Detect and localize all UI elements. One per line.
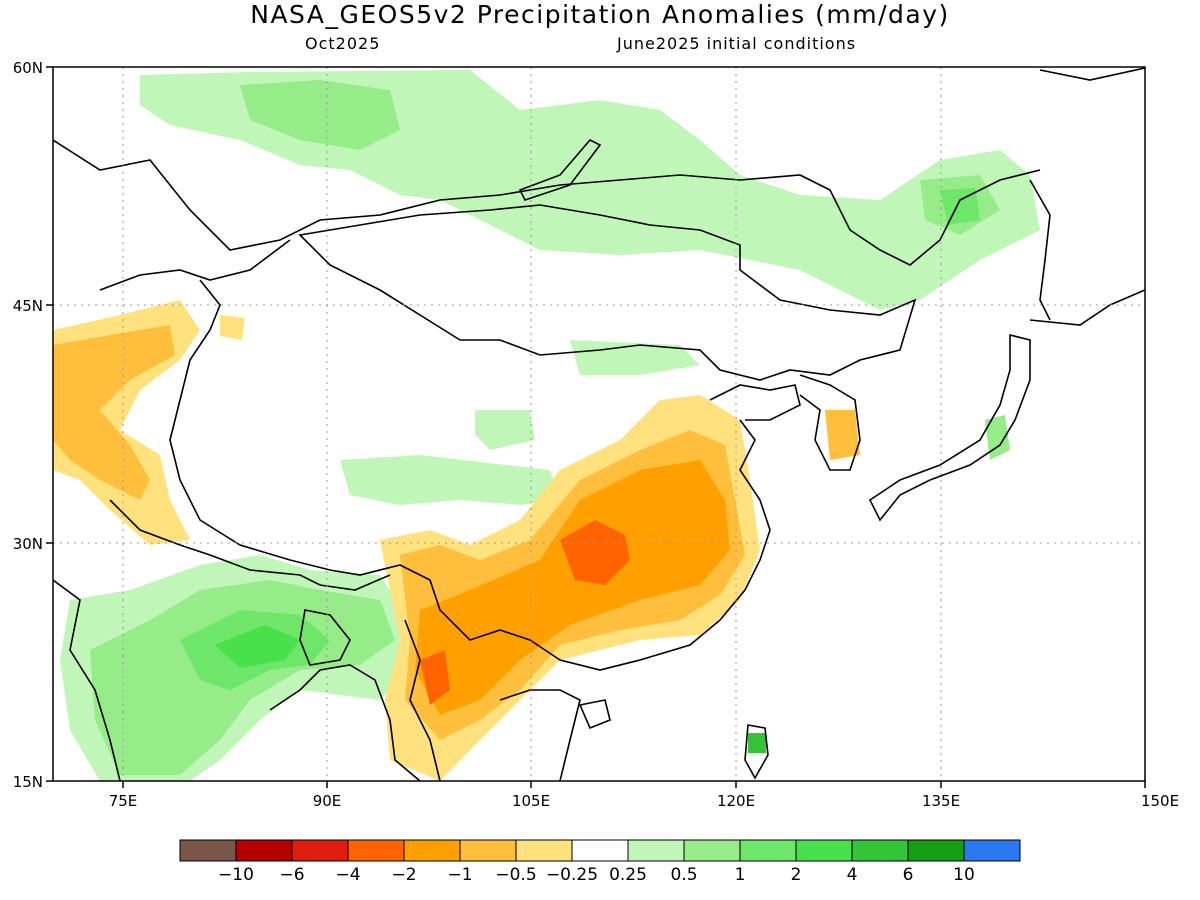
baikal-lake — [518, 139, 602, 201]
colorbar-swatch — [515, 839, 573, 862]
hainan-coast — [578, 699, 611, 730]
colorbar-swatch — [459, 839, 517, 862]
sakhalin-coast — [1029, 179, 1051, 321]
colorbar-swatch — [403, 839, 461, 862]
colorbar-label: −0.25 — [546, 865, 598, 885]
china-west-border — [169, 279, 641, 671]
anomaly-north-wet-4 — [940, 188, 980, 225]
colorbar-label: 10 — [953, 865, 975, 885]
russia-border-north — [53, 139, 1041, 266]
lon-label-120e: 120E — [717, 792, 755, 810]
colorbar-label: −6 — [279, 865, 304, 885]
japan-coast — [868, 333, 1031, 522]
colorbar-label: −10 — [218, 865, 254, 885]
colorbar-label: 0.25 — [609, 865, 647, 885]
bangladesh-border — [299, 609, 351, 666]
myanmar-border — [404, 619, 441, 781]
colorbar-label: 2 — [791, 865, 802, 885]
colorbar-label: 1 — [735, 865, 746, 885]
colorbar-label: 6 — [903, 865, 914, 885]
tick-marks — [46, 66, 1146, 788]
colorbar-swatch — [179, 839, 237, 862]
anomaly-india-wet-4 — [215, 625, 300, 668]
anomaly-taiwan-wet — [748, 733, 766, 753]
lat-label-30n: 30N — [13, 535, 43, 553]
colorbar-swatch — [235, 839, 293, 862]
anomaly-qinghai-wet — [475, 410, 535, 450]
lat-label-45n: 45N — [13, 297, 43, 315]
lon-label-105e: 105E — [512, 792, 550, 810]
anomaly-japan-wet — [985, 415, 1010, 460]
hokkaido-coast — [1029, 289, 1145, 326]
colorbar-label: 4 — [847, 865, 858, 885]
lon-label-135e: 135E — [922, 792, 960, 810]
anomaly-fields — [53, 70, 1040, 781]
gridlines — [53, 67, 1145, 781]
coastlines — [53, 67, 1145, 781]
anomaly-tibet-wet — [340, 455, 560, 505]
lat-label-15n: 15N — [13, 773, 43, 791]
forecast-month: Oct2025 — [305, 34, 381, 53]
kamchatka-coast — [1039, 67, 1145, 81]
taiwan-coast — [744, 724, 769, 780]
colorbar-label: −2 — [391, 865, 416, 885]
lon-label-75e: 75E — [109, 792, 138, 810]
anomaly-mongolia-wet — [570, 340, 700, 375]
anomaly-north-wet-2 — [240, 80, 400, 150]
colorbar-swatch — [291, 839, 349, 862]
china-northern-border — [298, 204, 917, 381]
colorbar-swatch — [683, 839, 741, 862]
lon-label-150e: 150E — [1141, 792, 1179, 810]
anomaly-central-china-dry-strong — [560, 520, 630, 585]
colorbar-label: 0.5 — [670, 865, 697, 885]
lat-label-60n: 60N — [13, 59, 43, 77]
anomaly-myanmar-dry-strong — [420, 650, 450, 705]
colorbar-swatch — [571, 839, 629, 862]
anomaly-central-asia-dry — [220, 315, 245, 340]
colorbar-swatch — [347, 839, 405, 862]
map-title: NASA_GEOS5v2 Precipitation Anomalies (mm… — [250, 0, 950, 29]
colorbar-label: −0.5 — [495, 865, 536, 885]
colorbar-swatch — [907, 839, 965, 862]
latitude-labels: 60N 45N 30N 15N — [13, 59, 43, 791]
himalaya-border — [109, 499, 391, 591]
anomaly-korea-dry — [825, 410, 860, 460]
kazakhstan-border — [99, 239, 291, 291]
lon-label-90e: 90E — [313, 792, 342, 810]
colorbar-swatch — [963, 839, 1021, 862]
initial-conditions: June2025 initial conditions — [617, 34, 857, 53]
colorbar-label: −1 — [447, 865, 472, 885]
indochina-coast — [499, 689, 581, 781]
bohai-coast — [709, 384, 801, 421]
colorbar-swatch — [795, 839, 853, 862]
india-coast — [53, 579, 121, 781]
colorbar-swatch — [627, 839, 685, 862]
colorbar-swatch — [851, 839, 909, 862]
bay-of-bengal-coast — [269, 664, 421, 781]
longitude-labels: 75E 90E 105E 120E 135E 150E — [109, 792, 1179, 810]
korea-coast — [799, 374, 861, 471]
colorbar-label: −4 — [335, 865, 360, 885]
map-frame — [52, 66, 1146, 782]
anomaly-south-china-dry-moderate — [415, 460, 730, 715]
china-east-coast — [639, 419, 771, 661]
colorbar-swatch — [739, 839, 797, 862]
colorbar: −10 −6 −4 −2 −1 −0.5 −0.25 0.25 0.5 1 2 4 6 10 — [179, 839, 1021, 885]
anomaly-west-dry-2 — [53, 325, 175, 500]
